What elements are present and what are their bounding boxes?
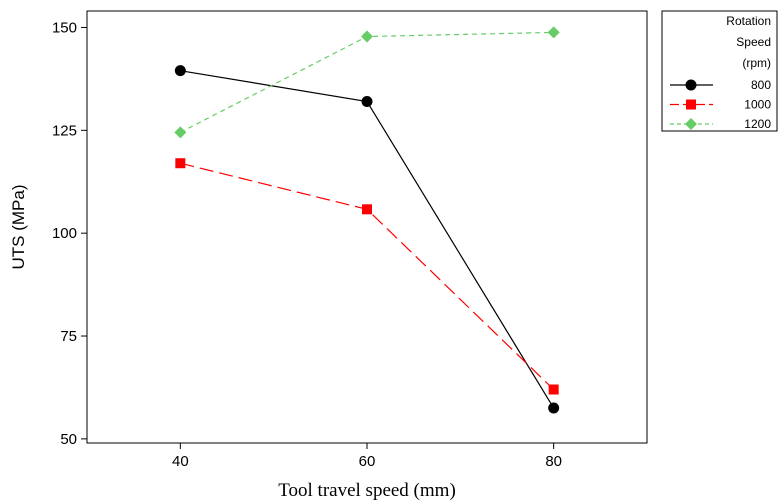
y-axis-title: UTS (MPa): [9, 185, 28, 270]
x-axis-title: Tool travel speed (mm): [278, 480, 456, 501]
data-point-1200: [174, 126, 187, 139]
data-point-800: [174, 65, 186, 77]
legend-title-line: Speed: [736, 35, 771, 49]
x-tick-label: 60: [359, 453, 376, 470]
data-point-1200: [547, 26, 560, 39]
data-point-1000: [175, 158, 186, 169]
legend-title-line: (rpm): [742, 56, 771, 70]
y-tick-label: 75: [60, 328, 77, 345]
y-tick-label: 125: [52, 122, 77, 139]
y-tick-label: 50: [60, 431, 77, 448]
legend-entry-1000: 1000: [670, 98, 771, 112]
legend-marker: [685, 79, 697, 91]
x-axis: 40 60 80: [172, 443, 562, 470]
legend-marker: [685, 118, 697, 130]
data-point-1000: [362, 204, 372, 215]
y-tick-label: 150: [52, 19, 77, 36]
series-1000: [175, 158, 559, 395]
y-tick-label: 100: [52, 225, 77, 242]
data-point-1000: [548, 384, 559, 395]
data-point-800: [361, 96, 373, 108]
x-tick-label: 80: [545, 453, 562, 470]
legend-label: 1200: [744, 117, 771, 131]
legend-frame: [661, 10, 778, 132]
legend: Rotation Speed (rpm) 800 1000 1200: [661, 10, 778, 132]
series-line-800: [180, 70, 555, 409]
series-1200: [174, 26, 560, 139]
legend-entry-1200: 1200: [670, 117, 771, 131]
y-axis: 50 75 100 125 150: [52, 19, 87, 448]
data-point-1200: [361, 30, 373, 43]
series-line-1000: [180, 162, 555, 390]
legend-marker: [686, 99, 696, 110]
data-point-800: [548, 402, 560, 414]
series-line-1200: [180, 31, 554, 133]
legend-title-line: Rotation: [726, 14, 771, 28]
series-800: [174, 65, 560, 414]
x-tick-label: 40: [172, 453, 189, 470]
legend-label: 800: [751, 78, 771, 92]
legend-label: 1000: [744, 98, 771, 112]
plot-area-frame: [86, 10, 648, 444]
legend-entry-800: 800: [670, 78, 771, 92]
series-layer: [174, 26, 560, 414]
